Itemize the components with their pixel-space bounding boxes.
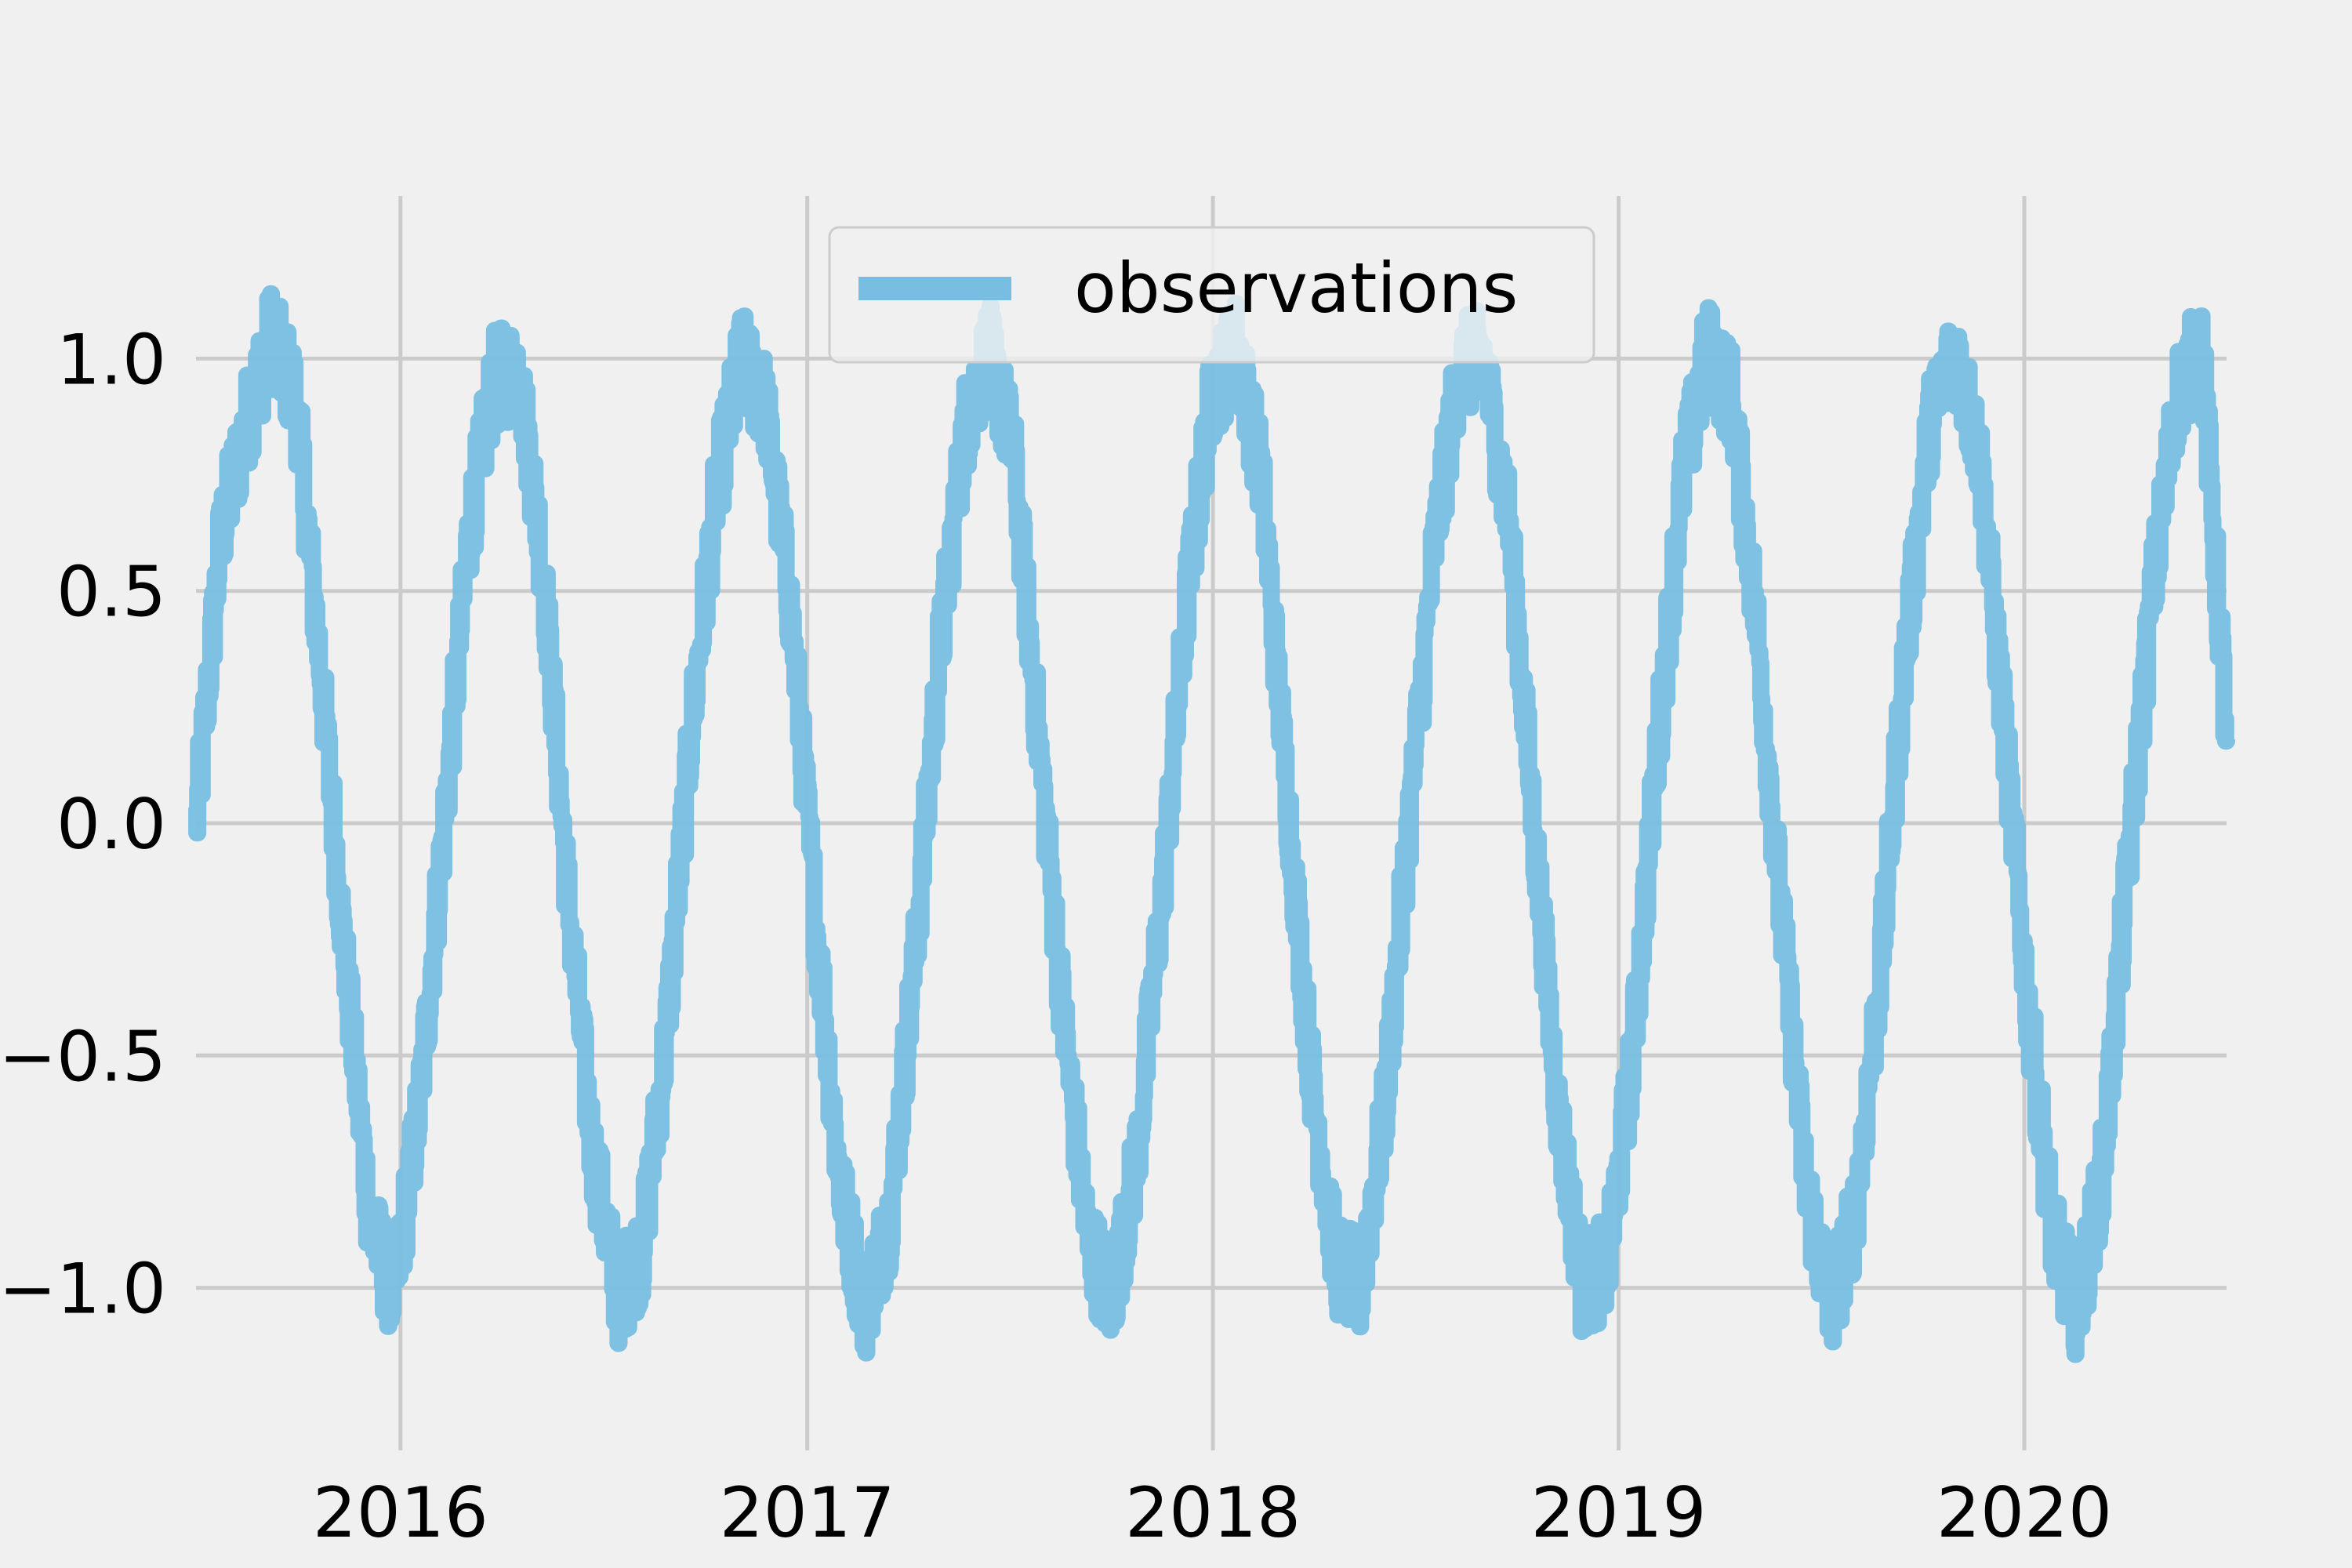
y-tick-label: −0.5: [0, 1016, 166, 1097]
legend-box: [828, 226, 1595, 364]
x-tick-label: 2017: [720, 1472, 895, 1553]
y-tick-label: 0.0: [56, 784, 166, 865]
x-axis-ticks: 2016 2017 2018 2019 2020: [313, 1472, 2112, 1553]
legend-label-observations: observations: [1074, 248, 1518, 328]
legend: observations: [828, 226, 1595, 364]
x-tick-label: 2016: [313, 1472, 488, 1553]
y-tick-label: −1.0: [0, 1249, 166, 1330]
y-tick-label: 0.5: [56, 552, 166, 633]
y-tick-label: 1.0: [56, 319, 166, 400]
series-line-observations: [188, 285, 2235, 1363]
x-tick-label: 2018: [1125, 1472, 1301, 1553]
series-layer: [188, 285, 2235, 1363]
x-tick-label: 2020: [1936, 1472, 2112, 1553]
y-axis-ticks: −1.0 −0.5 0.0 0.5 1.0: [0, 319, 166, 1329]
x-tick-label: 2019: [1531, 1472, 1707, 1553]
